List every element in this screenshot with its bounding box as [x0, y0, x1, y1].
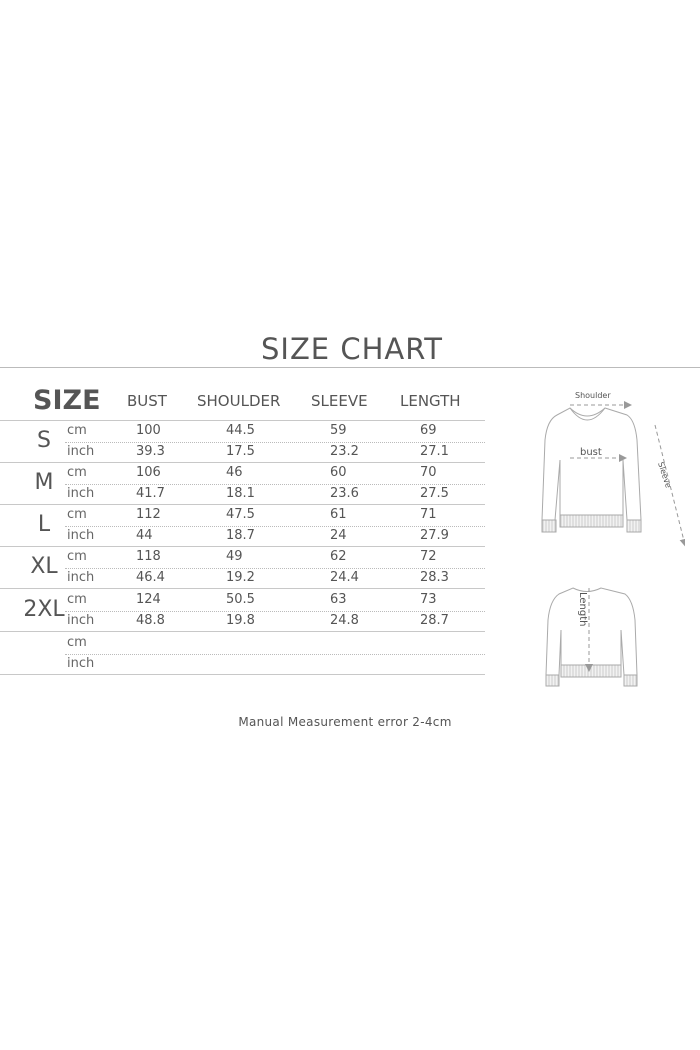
row-divider	[0, 462, 485, 463]
unit-inch: inch	[67, 486, 95, 501]
title-divider	[0, 367, 700, 368]
shoulder-inch-value: 19.2	[226, 570, 255, 585]
bust-cm-value: 124	[136, 592, 161, 607]
size-label: 2XL	[23, 597, 65, 622]
unit-cm: cm	[67, 592, 87, 607]
sleeve-cm-value: 61	[330, 507, 347, 522]
header-bust: BUST	[127, 392, 167, 410]
shoulder-cm-value: 44.5	[226, 423, 255, 438]
row-divider-dotted	[65, 568, 485, 569]
header-shoulder: SHOULDER	[197, 392, 281, 410]
row-divider-dotted	[65, 526, 485, 527]
sleeve-cm-value: 59	[330, 423, 347, 438]
bust-cm-value: 118	[136, 549, 161, 564]
length-inch-value: 28.7	[420, 613, 449, 628]
header-length: LENGTH	[400, 392, 461, 410]
unit-inch: inch	[67, 570, 95, 585]
bust-inch-value: 41.7	[136, 486, 165, 501]
row-divider-dotted	[65, 442, 485, 443]
page-title: SIZE CHART	[260, 332, 444, 366]
unit-cm: cm	[67, 549, 87, 564]
sleeve-inch-value: 23.6	[330, 486, 359, 501]
bust-inch-value: 39.3	[136, 444, 165, 459]
shoulder-cm-value: 49	[226, 549, 243, 564]
size-row: XL cm inch 118 46.4 49 19.2 62 24.4 72 28.3	[0, 547, 485, 589]
shoulder-inch-value: 19.8	[226, 613, 255, 628]
length-cm-value: 71	[420, 507, 437, 522]
bust-inch-value: 48.8	[136, 613, 165, 628]
row-divider	[0, 631, 485, 632]
size-row: cm inch	[0, 633, 485, 675]
bust-label: bust	[580, 447, 602, 458]
measurement-note: Manual Measurement error 2-4cm	[238, 715, 452, 729]
row-divider	[0, 674, 485, 675]
shoulder-label: Shoulder	[575, 391, 611, 400]
row-divider	[0, 546, 485, 547]
row-divider-dotted	[65, 654, 485, 655]
unit-inch: inch	[67, 528, 95, 543]
unit-cm: cm	[67, 465, 87, 480]
header-divider	[0, 420, 485, 421]
size-label: XL	[30, 554, 58, 579]
sleeve-cm-value: 63	[330, 592, 347, 607]
length-inch-value: 27.5	[420, 486, 449, 501]
row-divider	[0, 504, 485, 505]
sleeve-cm-value: 60	[330, 465, 347, 480]
garment-diagram: Shoulder bust Sleeve Length	[541, 391, 685, 687]
length-inch-value: 28.3	[420, 570, 449, 585]
row-divider-dotted	[65, 611, 485, 612]
shoulder-cm-value: 46	[226, 465, 243, 480]
sleeve-inch-value: 23.2	[330, 444, 359, 459]
unit-inch: inch	[67, 444, 95, 459]
shoulder-inch-value: 17.5	[226, 444, 255, 459]
bust-inch-value: 44	[136, 528, 153, 543]
row-divider	[0, 588, 485, 589]
sleeve-label: Sleeve	[656, 461, 673, 489]
sleeve-inch-value: 24.8	[330, 613, 359, 628]
length-inch-value: 27.1	[420, 444, 449, 459]
unit-inch: inch	[67, 613, 95, 628]
sleeve-cm-value: 62	[330, 549, 347, 564]
bust-cm-value: 100	[136, 423, 161, 438]
row-divider-dotted	[65, 484, 485, 485]
size-label: M	[34, 470, 54, 495]
shoulder-inch-value: 18.7	[226, 528, 255, 543]
length-cm-value: 73	[420, 592, 437, 607]
unit-cm: cm	[67, 423, 87, 438]
shoulder-inch-value: 18.1	[226, 486, 255, 501]
size-label: L	[37, 512, 51, 537]
unit-inch: inch	[67, 656, 95, 671]
length-cm-value: 69	[420, 423, 437, 438]
sleeve-inch-value: 24	[330, 528, 347, 543]
length-cm-value: 70	[420, 465, 437, 480]
bust-cm-value: 112	[136, 507, 161, 522]
front-sweater-icon	[541, 407, 642, 687]
size-label: S	[37, 428, 51, 453]
shoulder-cm-value: 50.5	[226, 592, 255, 607]
length-inch-value: 27.9	[420, 528, 449, 543]
header-size: SIZE	[33, 385, 101, 416]
header-sleeve: SLEEVE	[311, 392, 368, 410]
shoulder-cm-value: 47.5	[226, 507, 255, 522]
length-label: Length	[577, 592, 588, 627]
length-cm-value: 72	[420, 549, 437, 564]
sleeve-inch-value: 24.4	[330, 570, 359, 585]
unit-cm: cm	[67, 507, 87, 522]
bust-cm-value: 106	[136, 465, 161, 480]
unit-cm: cm	[67, 635, 87, 650]
size-row: 2XL cm inch 124 48.8 50.5 19.8 63 24.8 73 28.7	[0, 590, 485, 632]
bust-inch-value: 46.4	[136, 570, 165, 585]
